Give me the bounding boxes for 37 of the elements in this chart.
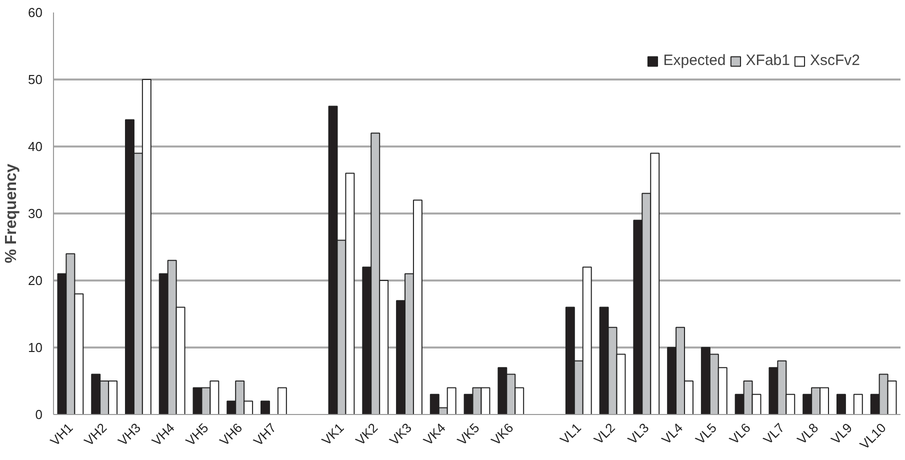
x-tick-label: VH3 [115, 420, 144, 449]
x-tick-label: VK6 [488, 420, 516, 448]
y-axis-title: % Frequency [3, 164, 20, 264]
x-tick-label: VH6 [216, 420, 246, 449]
x-tick-label: VH7 [250, 420, 280, 449]
x-tick-label: VK5 [454, 420, 482, 448]
x-tick-label: VK1 [318, 420, 347, 448]
x-tick-label: VH5 [182, 420, 212, 449]
x-tick-label: VK2 [352, 420, 381, 448]
x-tick-label: VL3 [624, 420, 652, 448]
legend-label: XFab1 [746, 52, 790, 69]
x-tick-label: VH1 [47, 420, 76, 449]
legend-label: XscFv2 [810, 52, 860, 69]
x-tick-label: VH4 [148, 420, 178, 449]
y-tick-label: 50 [28, 72, 43, 87]
y-tick-label: 20 [28, 273, 43, 288]
x-tick-label: VL8 [794, 420, 822, 448]
x-tick-label: VL6 [726, 420, 754, 448]
x-tick-label: VH2 [81, 420, 110, 449]
y-tick-label: 60 [28, 5, 43, 20]
x-tick-label: VL1 [556, 420, 584, 448]
y-tick-label: 30 [28, 206, 43, 221]
x-tick-label: VL5 [692, 420, 720, 448]
y-tick-label: 40 [28, 139, 43, 154]
bar [277, 387, 287, 414]
x-tick-label: VL2 [590, 420, 618, 448]
bar [836, 394, 846, 414]
bar [853, 394, 863, 414]
bar [260, 400, 270, 414]
x-tick-label: VL4 [658, 420, 686, 448]
x-tick-label: VK3 [386, 420, 415, 448]
x-tick-label: VL9 [828, 420, 855, 448]
x-tick-label: VK4 [420, 420, 448, 448]
legend-label: Expected [663, 52, 726, 69]
y-tick-label: 10 [28, 340, 43, 355]
x-tick-label: VL7 [760, 420, 788, 448]
y-tick-label: 0 [35, 407, 43, 422]
